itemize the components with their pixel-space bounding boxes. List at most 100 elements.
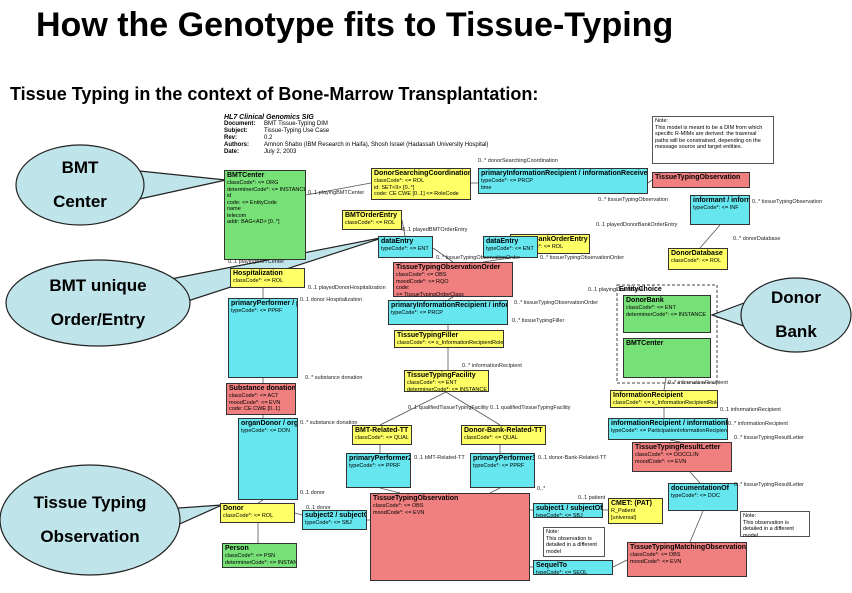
box-attribute: typeCode*: <= ENT xyxy=(486,246,534,252)
header-key: Document: xyxy=(224,121,256,127)
edge-label: 0..* informationRecipient xyxy=(462,363,522,369)
box-attribute: classCode*: <= ROL xyxy=(233,278,284,284)
box-attribute: <= TissueTypingOrderClass xyxy=(396,291,464,297)
box-attribute: classCode*: <= ENT xyxy=(407,380,457,386)
model-box: primaryPerformer2 / performancetypeCode*… xyxy=(346,453,411,488)
edge-label: 0..1 donor xyxy=(300,490,325,496)
box-attribute: determinerCode*: <= INSTANCE xyxy=(407,386,487,392)
model-box: BMT-Related-TT classCode*: <= QUAL xyxy=(352,425,412,445)
model-box: BMTCenter xyxy=(623,338,711,378)
edge-label: 0..* donorDatabase xyxy=(733,236,781,242)
box-name: Donor-Bank-Related-TT xyxy=(464,427,543,434)
edge-label: 0..* tissueTypingObservation xyxy=(752,199,823,205)
box-attribute: classCode*: <= QUAL xyxy=(355,435,409,441)
header-value: BMT Tissue-Typing DIM xyxy=(264,121,328,127)
box-name: SequelTo xyxy=(536,562,567,569)
box-attribute: name xyxy=(227,206,241,212)
box-attribute: code: <= EntityCode xyxy=(227,199,277,206)
box-name: subject2 / subjectOf xyxy=(305,512,367,519)
entity-choice-frame xyxy=(616,284,718,384)
edge-label: 0..* tissueTypingObservationOrder xyxy=(514,300,599,306)
box-attribute: typeCode*: <= PPRF xyxy=(473,463,525,469)
edge-label: 0..* tissueTypingFiller xyxy=(512,318,565,324)
model-box: TissueTypingFacility classCode*: <= ENT de… xyxy=(404,370,489,392)
model-box: DonorSearchingCoordination classCode*: <=… xyxy=(371,168,471,200)
edge-label: 0..1 playedDonorBankOrderEntry xyxy=(596,222,678,228)
box-attribute: moodCode*: <= EVN xyxy=(630,558,682,565)
model-box: documentationOf typeCode*: <= DOC xyxy=(668,483,738,511)
title: How the Genotype fits to Tissue-Typing xyxy=(36,6,674,44)
box-attribute: code: CE CWE [0..1] xyxy=(229,406,280,412)
model-box: primaryInformationRecipient / informatio… xyxy=(478,168,648,194)
callout-label: Donor Bank xyxy=(770,288,822,341)
box-attribute: classCode*: <= OBS xyxy=(396,272,447,278)
model-box: Donor-Bank-Related-TT classCode*: <= QUAL xyxy=(461,425,546,445)
edge-label: 0..* informationRecipient xyxy=(668,380,728,386)
box-name: informant / informationGiven xyxy=(693,197,749,204)
box-name: primaryPerformer1 / performance xyxy=(473,455,535,462)
box-name: dataEntry xyxy=(486,238,519,245)
header-row: Date: July 2, 2003 xyxy=(224,149,488,156)
box-name: DonorDatabase xyxy=(671,250,723,257)
box-name: TissueTypingResultLetter xyxy=(635,444,721,451)
box-name: primaryPerformer2 / performance xyxy=(349,455,411,462)
box-name: TissueTypingMatchingObservation xyxy=(630,544,747,551)
header-row: Rev: 0.2 xyxy=(224,135,488,142)
box-attribute: classCode*: <= ACT xyxy=(229,393,279,399)
box-name: InformationRecipient xyxy=(613,392,684,399)
box-attribute: code: xyxy=(396,285,410,291)
edge-label: 0..1 playedDonorHospitalization xyxy=(308,285,386,291)
box-attribute: classCode*: <= DOCCLIN xyxy=(635,452,699,458)
box-attribute: addr: BAG<AD> [0..*] xyxy=(227,219,280,225)
box-name: dataEntry xyxy=(381,238,414,245)
box-attribute: classCode*: <= OBS xyxy=(373,503,424,509)
box-name: Donor xyxy=(223,505,244,512)
model-box: TissueTypingResultLetter classCode*: <= D… xyxy=(632,442,732,472)
box-name: DonorBank xyxy=(626,297,664,304)
edge-label: 0..1 playedBMTOrderEntry xyxy=(402,227,468,233)
box-name: TissueTypingFiller xyxy=(397,332,459,339)
box-attribute: id: SET<II> [0..*] xyxy=(374,184,415,191)
box-name: BMT-Related-TT xyxy=(355,427,409,434)
edge-label: 0..* tissueTypingObservation xyxy=(598,197,669,203)
box-attribute: typeCode*: <= PPRF xyxy=(349,463,401,469)
model-box: primaryPerformer / performancetypeCode*:… xyxy=(228,298,298,378)
box-attribute: moodCode*: <= EVN xyxy=(229,399,281,406)
box-attribute: typeCode*: <= DOC xyxy=(671,493,720,499)
edge-label: 0..1 qualifiedTissueTypingFacility xyxy=(408,405,489,411)
model-box: primaryPerformer1 / performancetypeCode*… xyxy=(470,453,535,488)
box-attribute: classCode*: <= x_InformationRecipientRol… xyxy=(613,400,718,406)
box-attribute: classCode*: <= PSN xyxy=(225,553,276,559)
model-box: DonorBank classCode*: <= ENT determinerCod… xyxy=(623,295,711,333)
subtitle: Tissue Typing in the context of Bone-Mar… xyxy=(10,84,539,104)
header-key: Authors: xyxy=(224,142,249,148)
edge-label: 0..1 donor xyxy=(306,505,331,511)
callout-label: Tissue Typing Observation xyxy=(33,493,147,546)
box-name: Substance donation xyxy=(229,385,296,392)
header-key: Subject: xyxy=(224,128,248,134)
box-attribute: typeCode*: <= DON xyxy=(241,428,290,434)
box-attribute: classCode*: <= ORG xyxy=(227,180,279,186)
edge-label: 0..1 playingDonorBank xyxy=(588,287,644,293)
note: Note: This observation is detailed in a … xyxy=(543,527,605,557)
box-name: BMTCenter xyxy=(227,172,265,179)
box-attribute: classCode*: <= ENT xyxy=(626,305,676,311)
box-attribute: classCode*: <= ROL xyxy=(671,258,722,264)
box-attribute: typeCode*: <= SBJ xyxy=(536,513,583,518)
model-box: SequelTo typeCode*: <= SEQL xyxy=(533,560,613,575)
box-name: DonorSearchingCoordination xyxy=(374,170,471,177)
model-box: InformationRecipient classCode*: <= x_Inf… xyxy=(610,390,718,408)
box-attribute: typeCode*: <= ParticipationInformationRe… xyxy=(611,428,728,434)
box-attribute: typeCode*: <= SBJ xyxy=(305,520,352,526)
model-box: Person classCode*: <= PSN determinerCode*:… xyxy=(222,543,297,568)
header-value: Amnon Shabo (IBM Research in Haifa), Sho… xyxy=(264,142,489,148)
box-attribute: typeCode*: <= SEQL xyxy=(536,570,588,575)
model-box: informationRecipient / informationReceiv… xyxy=(608,418,728,440)
box-name: primaryPerformer / performance xyxy=(231,300,297,307)
model-box: BMTOrderEntry classCode*: <= ROL xyxy=(342,210,402,230)
header-key: Rev: xyxy=(224,135,238,141)
document-header: HL7 Clinical Genomics SIG Document: BMT Ti… xyxy=(224,114,488,156)
box-attribute: typeCode*: <= ENT xyxy=(381,246,429,252)
box-attribute: moodCode*: <= EVN xyxy=(373,509,425,516)
